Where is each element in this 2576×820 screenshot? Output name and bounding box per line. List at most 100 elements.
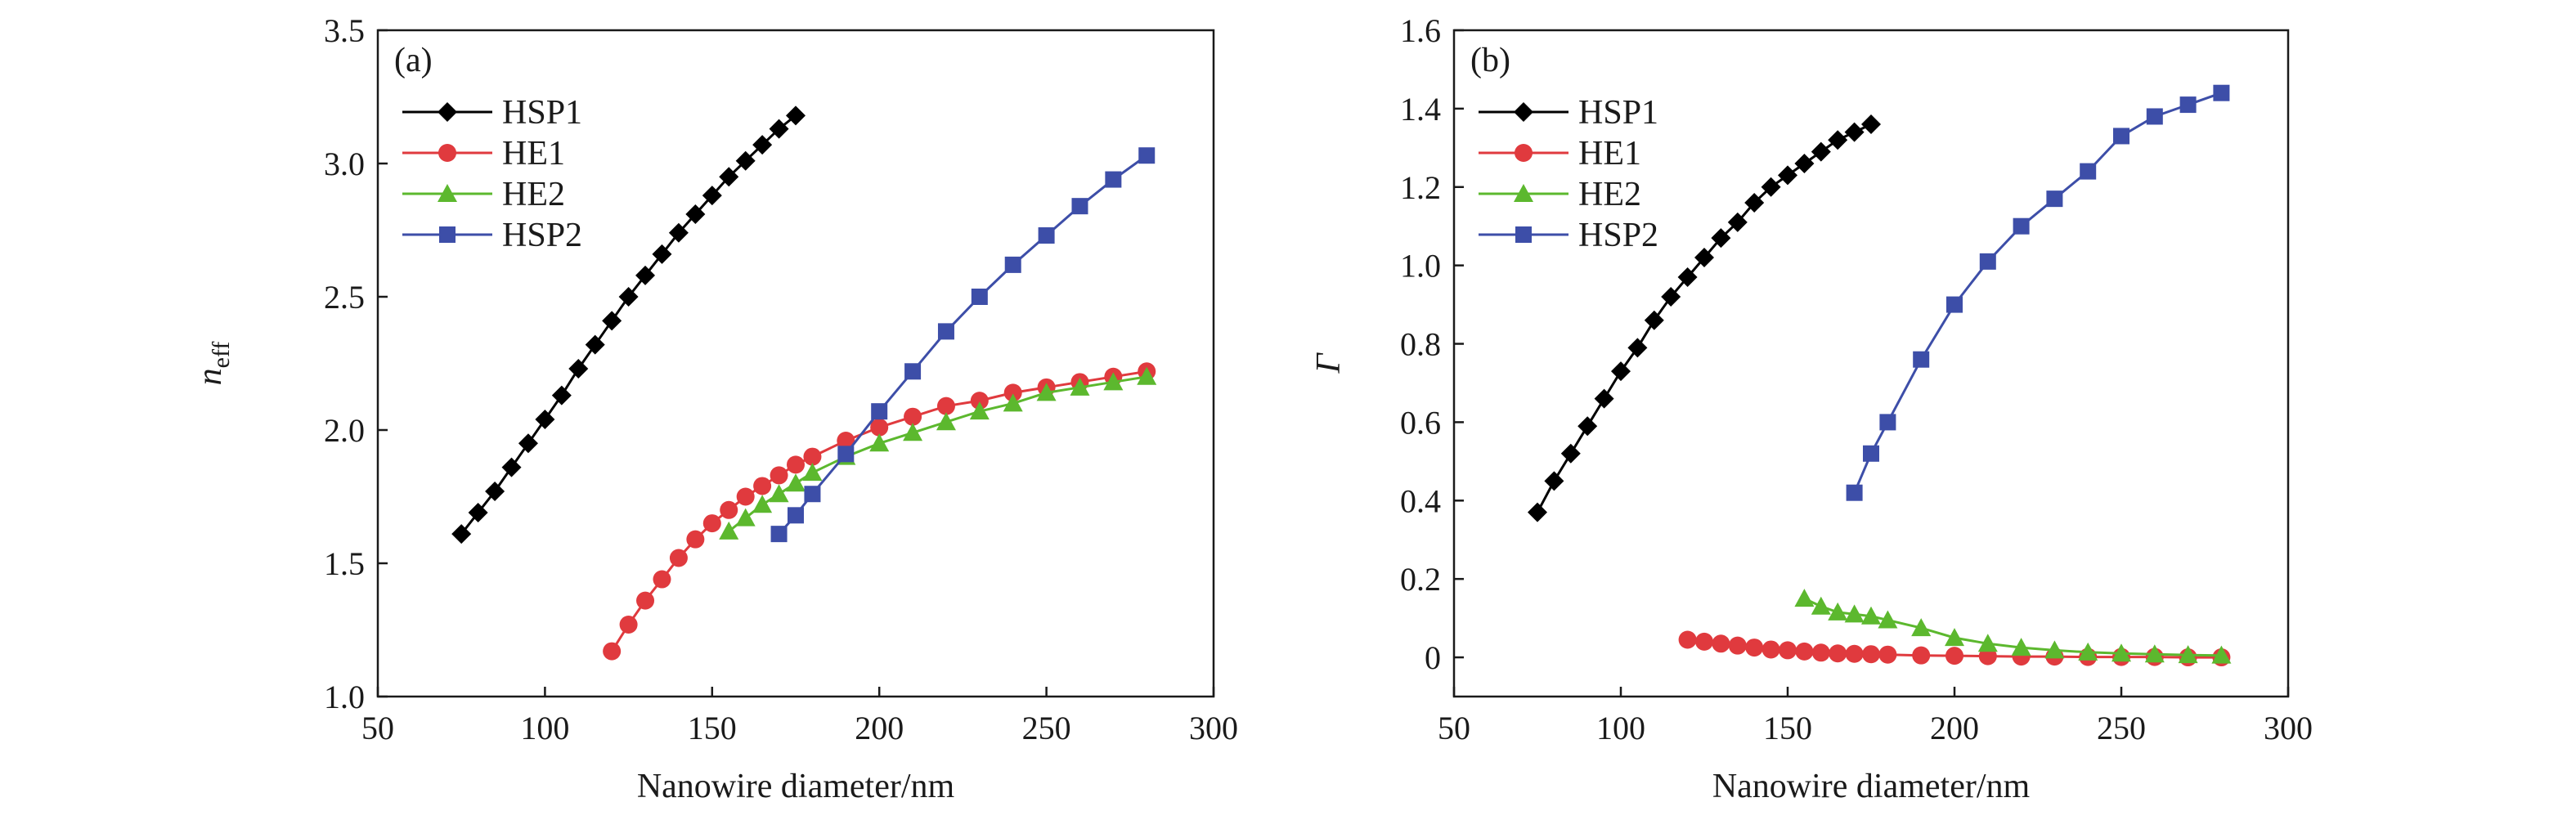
data-point	[602, 311, 622, 331]
data-point	[1138, 147, 1156, 164]
data-point	[686, 530, 705, 549]
data-point	[451, 524, 472, 544]
data-point	[1577, 416, 1598, 437]
series-line	[1853, 92, 2222, 494]
legend-label: HSP1	[502, 94, 582, 132]
legend-marker	[438, 184, 457, 202]
x-tick-label: 150	[1763, 710, 1812, 746]
x-tick-label: 100	[520, 710, 569, 746]
series-hsp2	[770, 147, 1156, 543]
data-point	[1979, 253, 1996, 270]
data-point	[1695, 632, 1713, 651]
data-point	[1945, 628, 1964, 647]
y-axis-title-main: n	[191, 368, 229, 385]
data-point	[735, 150, 756, 171]
data-point	[1811, 141, 1831, 162]
data-point	[1778, 165, 1797, 186]
data-point	[1678, 630, 1697, 649]
data-point	[786, 473, 806, 492]
data-point	[2078, 642, 2098, 661]
data-point	[1661, 287, 1681, 307]
data-point	[1003, 383, 1022, 402]
data-point	[752, 135, 773, 155]
y-tick-label: 0.4	[1400, 482, 1441, 519]
legend-marker	[438, 144, 456, 162]
data-point	[1712, 634, 1730, 653]
data-point	[937, 323, 954, 340]
legend-label: HE2	[502, 176, 565, 213]
data-point	[1862, 645, 1880, 664]
data-point	[969, 401, 990, 420]
legend-marker	[1515, 226, 1532, 243]
data-point	[1845, 644, 1864, 663]
chart-panel-a: 50 100 150 200 250 300 1.0 1.5 2.0 2.5 3.0 3.5 Nanow…	[191, 12, 1238, 805]
data-point	[1038, 227, 1055, 244]
legend-marker	[438, 102, 457, 122]
data-point	[802, 463, 823, 482]
data-point	[804, 486, 821, 503]
data-point	[904, 363, 922, 380]
data-point	[485, 481, 505, 501]
data-point	[1528, 502, 1547, 522]
data-point	[551, 385, 572, 406]
data-point	[1811, 596, 1831, 615]
series-hsp2	[1846, 84, 2230, 501]
data-point	[1594, 388, 1614, 409]
data-point	[719, 167, 739, 187]
data-point	[652, 244, 672, 264]
data-point	[2179, 96, 2197, 114]
data-point	[1829, 644, 1847, 663]
data-point	[2013, 217, 2030, 235]
data-point	[786, 105, 806, 126]
data-point	[619, 615, 638, 634]
data-point	[1611, 361, 1631, 382]
y-tick-label: 2.0	[324, 412, 365, 449]
series-he2	[719, 366, 1157, 540]
x-tick-label: 200	[855, 710, 904, 746]
data-point	[1794, 154, 1815, 173]
data-point	[1677, 267, 1698, 288]
data-point	[585, 334, 605, 355]
data-point	[1745, 639, 1764, 657]
y-tick-label: 3.5	[324, 12, 365, 49]
data-point	[668, 222, 689, 243]
data-point	[1727, 212, 1748, 232]
data-point	[1544, 471, 1564, 491]
y-tick-label: 3.0	[324, 146, 365, 182]
data-point	[971, 289, 988, 305]
data-point	[769, 484, 789, 503]
data-point	[736, 487, 755, 506]
data-point	[1694, 248, 1714, 268]
data-point	[870, 418, 889, 437]
y-axis-title-sub: eff	[208, 342, 235, 369]
data-point	[468, 503, 488, 523]
data-point	[837, 446, 855, 463]
data-point	[568, 359, 589, 379]
data-point	[970, 392, 989, 410]
data-point	[770, 526, 788, 543]
plot-frame	[376, 29, 1215, 698]
data-point	[2144, 644, 2165, 663]
data-point	[702, 186, 722, 206]
data-point	[719, 521, 739, 540]
data-point	[2046, 190, 2063, 208]
y-tick-label: 1.5	[324, 545, 365, 582]
y-tick-label: 0	[1425, 639, 1441, 676]
data-point	[837, 432, 855, 450]
y-tick-label: 1.4	[1400, 91, 1441, 128]
chart-panel-b: 50 100 150 200 250 300 0 0.2 0.4 0.6 0.8 1.0 1.2 1.4 1…	[1310, 12, 2313, 805]
series-he2	[1794, 589, 2232, 664]
data-point	[2044, 640, 2065, 659]
y-tick-label: 1.0	[324, 679, 365, 715]
data-point	[904, 407, 922, 426]
data-point	[1846, 484, 1863, 501]
data-point	[1744, 192, 1765, 213]
series-hsp1	[451, 105, 806, 544]
data-point	[1878, 645, 1897, 664]
data-point	[1560, 443, 1581, 464]
x-tick-label: 300	[2264, 710, 2313, 746]
data-point	[702, 514, 721, 533]
y-axis-title: Γ	[1310, 352, 1348, 374]
data-point	[1711, 228, 1731, 249]
data-point	[752, 495, 773, 513]
